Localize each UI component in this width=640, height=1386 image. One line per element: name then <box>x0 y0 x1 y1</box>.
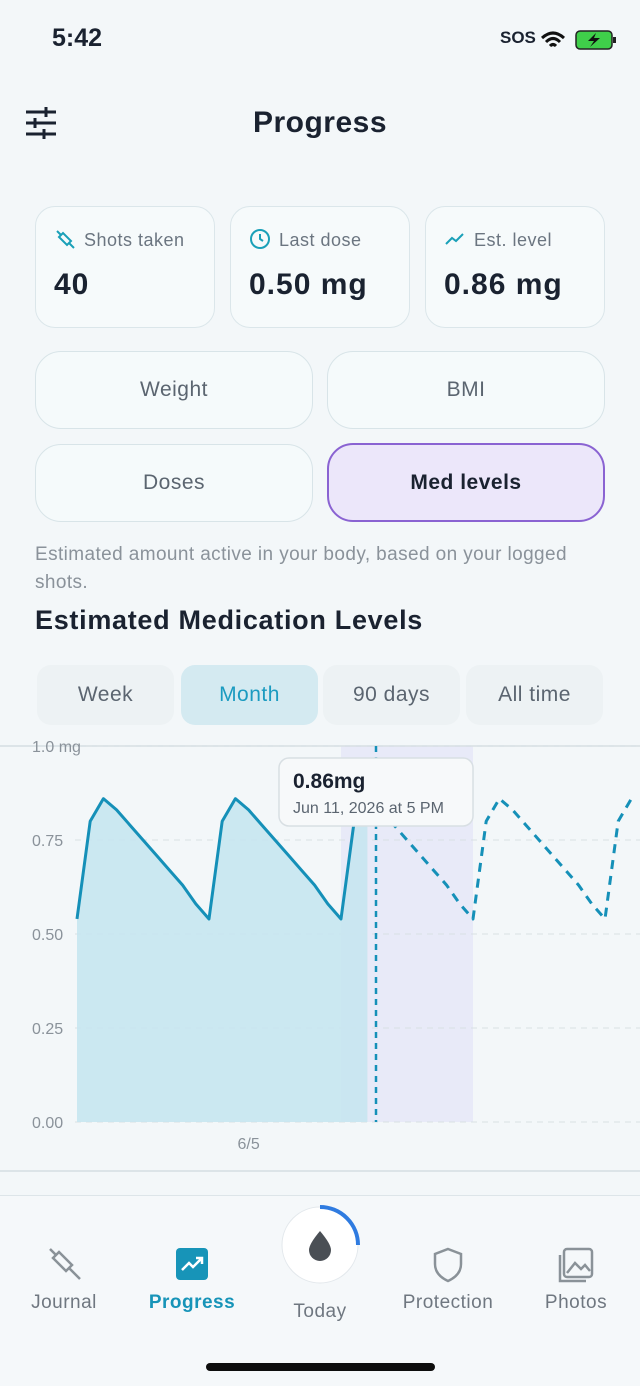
stat-value: 0.50 mg <box>249 268 368 301</box>
metric-tab[interactable]: Weight <box>35 351 313 429</box>
filter-button[interactable] <box>24 106 58 140</box>
x-tick-label: 6/5 <box>237 1136 259 1153</box>
stat-value: 0.86 mg <box>444 268 563 301</box>
syringe-icon <box>56 230 75 249</box>
status-icons <box>540 30 616 50</box>
line <box>75 797 369 921</box>
section-title: Estimated Medication Levels <box>35 605 424 635</box>
projected-line <box>366 797 633 921</box>
range-tab-selected[interactable]: Month <box>181 665 318 725</box>
description: Estimated amount active in your body, ba… <box>35 544 567 593</box>
chart: 0.00 0.25 0.50 0.75 1.0 mg 6/5 0.86mg Jun 11, 2… <box>0 740 640 1180</box>
nav-label-selected[interactable]: Progress <box>148 1292 236 1313</box>
nav-label[interactable]: Photos <box>544 1292 608 1313</box>
journal-icon[interactable] <box>46 1245 86 1285</box>
clock-icon <box>250 229 270 249</box>
metric-tab[interactable]: Doses <box>35 444 313 522</box>
y-tick-label: 0.25 <box>32 1021 63 1038</box>
y-tick-label: 1.0 mg <box>32 740 81 756</box>
y-tick-label: 0.75 <box>32 833 63 850</box>
range-tab[interactable]: All time <box>466 665 603 725</box>
stat-label: Last dose <box>279 230 362 250</box>
home-indicator <box>206 1363 435 1371</box>
metric-tab-selected[interactable]: Med levels <box>327 443 605 522</box>
range-tab[interactable]: Week <box>37 665 174 725</box>
range-tab[interactable]: 90 days <box>323 665 460 725</box>
progress-icon[interactable] <box>176 1248 208 1280</box>
status-time: 5:42 <box>52 24 103 52</box>
photos-icon[interactable] <box>558 1247 594 1283</box>
nav-label[interactable]: Journal <box>31 1292 97 1313</box>
y-tick-label: 0.00 <box>32 1115 63 1132</box>
tooltip-value: 0.86mg <box>293 770 365 793</box>
protection-icon[interactable] <box>432 1247 464 1283</box>
tooltip-box <box>278 757 474 827</box>
page-title: Progress <box>252 106 388 139</box>
stat-card <box>230 206 410 328</box>
stat-card <box>425 206 605 328</box>
today-button[interactable] <box>276 1200 368 1292</box>
metric-tab[interactable]: BMI <box>327 351 605 429</box>
nav-label[interactable]: Protection <box>402 1292 494 1313</box>
stat-card <box>35 206 215 328</box>
y-tick-label: 0.50 <box>32 927 63 944</box>
trend-icon <box>445 233 464 245</box>
area <box>77 798 368 1122</box>
nav-label[interactable]: Today <box>293 1301 347 1322</box>
stat-value: 40 <box>54 268 90 301</box>
stat-label: Est. level <box>474 230 553 250</box>
stat-label: Shots taken <box>84 230 185 250</box>
tooltip-date: Jun 11, 2026 at 5 PM <box>293 800 444 817</box>
status-sos: SOS <box>500 28 536 47</box>
